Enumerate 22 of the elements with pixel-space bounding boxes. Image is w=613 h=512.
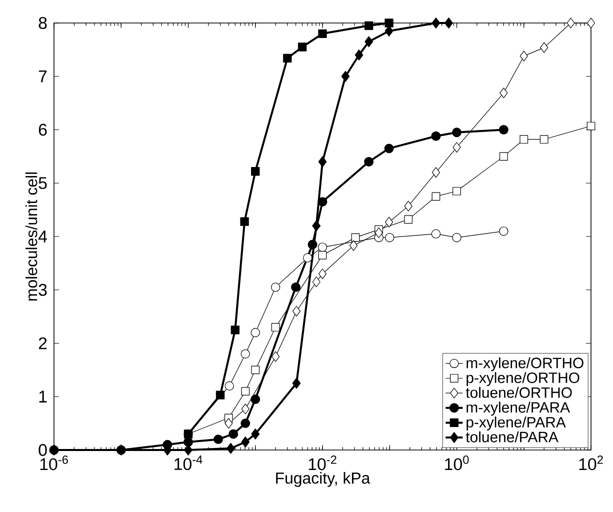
y-tick-label: 4: [38, 230, 47, 242]
y-tick-label: 1: [39, 390, 47, 402]
x-tick-label: 10$^{-4}$: [174, 456, 202, 470]
legend-label: p-xylene/ORTHO: [466, 372, 580, 386]
legend-label: toluene/PARA: [466, 431, 558, 442]
y-tick-label: 7: [38, 70, 47, 82]
y-tick-label: 3: [38, 284, 47, 296]
y-tick-label: 5: [38, 177, 47, 190]
y-tick-label: 8: [38, 16, 47, 29]
x-axis-title: Fugacity, kPa: [276, 472, 370, 487]
y-axis-title: molecules/unit cell: [26, 172, 38, 301]
legend-label: toluene/ORTHO: [466, 386, 572, 398]
x-tick-label: 10$^{2}$: [579, 456, 603, 470]
x-tick-label: 10$^{0}$: [445, 456, 469, 470]
y-tick-label: 2: [38, 337, 47, 350]
x-tick-label: 10$^{-2}$: [308, 456, 336, 470]
y-tick-label: 0: [38, 444, 47, 456]
legend-label: p-xylene/PARA: [466, 416, 566, 430]
legend-label: m-xylene/PARA: [466, 402, 570, 416]
y-tick-label: 6: [38, 124, 47, 136]
x-tick-label: 10$^{-6}$: [40, 456, 68, 470]
legend-label: m-xylene/ORTHO: [466, 357, 584, 372]
